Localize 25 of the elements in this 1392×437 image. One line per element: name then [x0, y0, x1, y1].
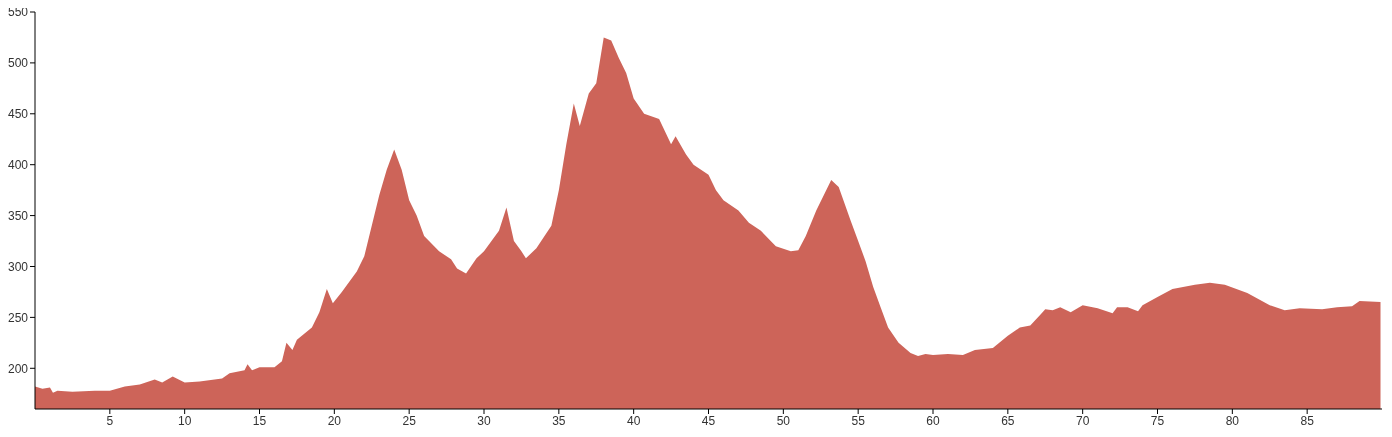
y-tick-label: 250	[7, 310, 29, 325]
y-tick-label: 400	[7, 157, 29, 172]
y-tick-label: 300	[7, 259, 29, 274]
x-tick-label: 35	[552, 413, 566, 428]
x-tick-label: 80	[1225, 413, 1240, 428]
y-tick-label: 500	[7, 56, 29, 71]
x-tick-label: 45	[701, 413, 716, 428]
y-tick-label: 550	[7, 5, 29, 20]
x-tick-label: 50	[776, 413, 791, 428]
x-tick-label: 5	[106, 413, 114, 428]
x-tick-label: 85	[1300, 413, 1315, 428]
x-tick-label: 30	[477, 413, 491, 428]
x-tick-label: 15	[252, 413, 267, 428]
x-tick-label: 75	[1150, 413, 1165, 428]
x-tick-label: 60	[926, 413, 940, 428]
y-tick-label: 450	[7, 107, 29, 122]
x-tick-label: 40	[626, 413, 641, 428]
x-tick-label: 20	[327, 413, 342, 428]
x-tick-label: 55	[851, 413, 866, 428]
x-tick-label: 10	[177, 413, 192, 428]
x-tick-label: 65	[1001, 413, 1015, 428]
y-tick-label: 200	[7, 361, 29, 376]
x-tick-label: 25	[402, 413, 417, 428]
x-tick-label: 70	[1075, 413, 1090, 428]
y-tick-label: 350	[7, 208, 29, 223]
